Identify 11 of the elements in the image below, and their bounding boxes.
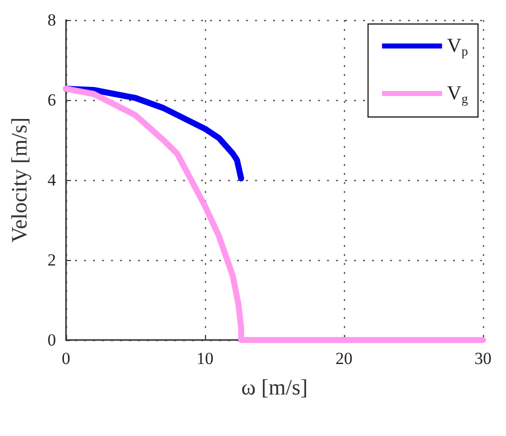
y-tick-label: 4	[48, 170, 56, 190]
y-tick-label: 0	[48, 330, 56, 350]
x-tick-label: 0	[62, 349, 70, 368]
x-tick-label: 20	[336, 349, 352, 368]
y-tick-label: 8	[48, 10, 56, 30]
x-tick-label: 30	[474, 349, 492, 368]
y-tick-label: 6	[48, 90, 56, 110]
y-tick-label: 2	[48, 250, 56, 270]
x-axis-title: ω [m/s]	[241, 374, 308, 400]
y-axis-title: Velocity [m/s]	[6, 117, 32, 243]
x-tick-label: 10	[196, 349, 214, 368]
